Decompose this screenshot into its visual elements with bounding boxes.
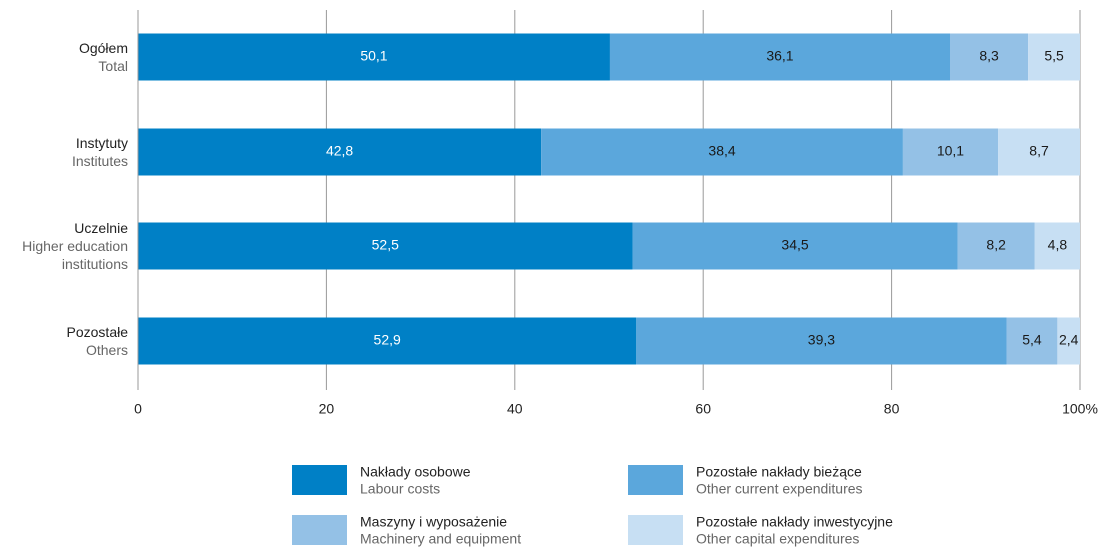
bar-segment (1034, 222, 1080, 270)
value-label: 10,1 (937, 143, 964, 159)
legend-swatch (292, 515, 347, 545)
bar-segment (950, 33, 1029, 81)
bar-segment (541, 128, 903, 176)
category-label-box: Ogółem Total (0, 22, 128, 92)
x-tick-label: 80 (884, 401, 900, 417)
category-label: Pozostałe Others (0, 306, 128, 376)
value-label: 8,3 (979, 48, 999, 64)
bar-segment (1006, 317, 1058, 365)
legend-subtitle: Other capital expenditures (696, 531, 859, 547)
category-name: Uczelnie (74, 220, 128, 236)
value-label: 8,2 (986, 237, 1006, 253)
value-label: 8,7 (1029, 143, 1049, 159)
bar-segment (138, 222, 633, 270)
value-label: 52,5 (372, 237, 399, 253)
legend-subtitle: Other current expenditures (696, 481, 863, 497)
x-tick-label: 0 (134, 401, 142, 417)
category-label-box: Uczelnie Higher education institutions (0, 211, 128, 281)
category-label-box: Pozostałe Others (0, 306, 128, 376)
x-tick-label: 60 (695, 401, 711, 417)
bar-segment (636, 317, 1007, 365)
legend-name: Nakłady osobowe (360, 464, 471, 480)
bar-segment (957, 222, 1035, 270)
legend-swatch (628, 515, 683, 545)
bar-segment (1057, 317, 1080, 365)
legend-swatch (292, 465, 347, 495)
bar-segment (609, 33, 951, 81)
value-label: 39,3 (808, 332, 835, 348)
value-label: 4,8 (1048, 237, 1068, 253)
value-label: 52,9 (374, 332, 401, 348)
legend-name: Maszyny i wyposażenie (360, 514, 507, 530)
x-tick-label: 40 (507, 401, 523, 417)
category-name: Pozostałe (66, 324, 128, 340)
value-label: 5,5 (1044, 48, 1064, 64)
bar-segment (138, 33, 610, 81)
legend-subtitle: Machinery and equipment (360, 531, 521, 547)
value-label: 34,5 (781, 237, 808, 253)
category-subtitle: Others (85, 342, 128, 358)
bar-segment (138, 317, 637, 365)
category-label: Uczelnie Higher education institutions (0, 211, 128, 281)
value-label: 5,4 (1022, 332, 1042, 348)
category-label-box: Instytuty Institutes (0, 117, 128, 187)
category-subtitle: Total (98, 58, 128, 74)
bar-segment (138, 128, 542, 176)
value-label: 42,8 (326, 143, 353, 159)
value-label: 2,4 (1059, 332, 1079, 348)
x-tick-label: 20 (319, 401, 335, 417)
legend-name: Pozostałe nakłady bieżące (696, 464, 862, 480)
value-label: 50,1 (360, 48, 387, 64)
bar-segment (902, 128, 999, 176)
category-label: Instytuty Institutes (0, 117, 128, 187)
legend-subtitle: Labour costs (360, 481, 440, 497)
legend-swatch (628, 465, 683, 495)
value-label: 36,1 (766, 48, 793, 64)
category-name: Instytuty (75, 135, 128, 151)
value-label: 38,4 (708, 143, 735, 159)
category-name: Ogółem (78, 40, 128, 56)
bar-segment (998, 128, 1080, 176)
category-subtitle: Institutes (71, 153, 128, 169)
category-subtitle: Higher education institutions (22, 238, 128, 272)
x-tick-label: 100% (1062, 401, 1098, 417)
category-label: Ogółem Total (0, 22, 128, 92)
bar-segment (632, 222, 958, 270)
legend-name: Pozostałe nakłady inwestycyjne (696, 514, 893, 530)
bar-segment (1028, 33, 1080, 81)
